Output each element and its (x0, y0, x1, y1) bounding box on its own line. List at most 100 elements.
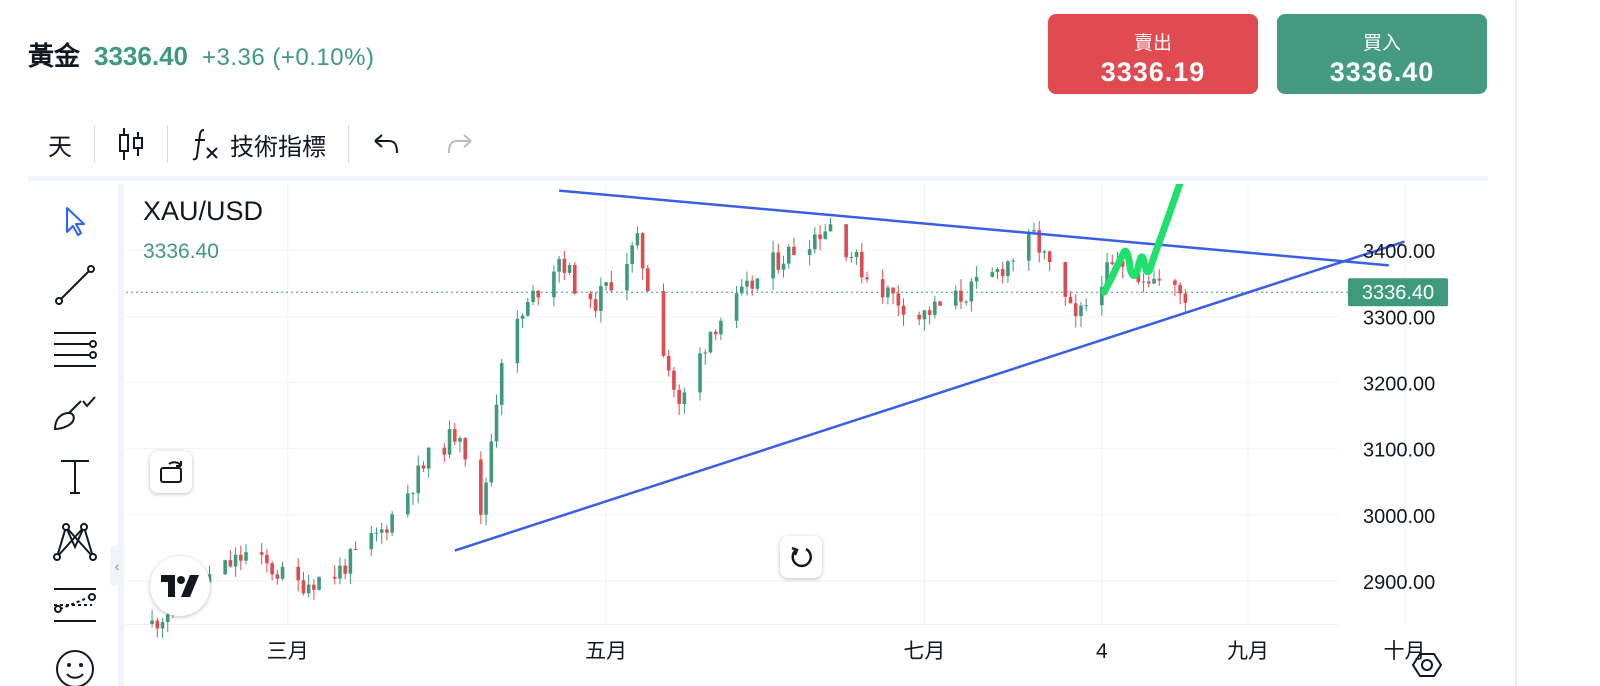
reset-chart-button[interactable] (780, 536, 822, 578)
price-chart[interactable]: 3400.00 3300.00 3200.00 3100.00 3000.00 2900.… (126, 184, 1488, 686)
brush-tool[interactable] (50, 388, 100, 438)
candle-body (755, 278, 760, 289)
cursor-tool[interactable] (50, 196, 100, 246)
price-tick-label: 3200.00 (1363, 373, 1435, 395)
chart-settings-button[interactable] (1411, 649, 1443, 681)
candle-body (1037, 230, 1042, 253)
candle-body (891, 287, 895, 294)
last-price-badge-text: 3336.40 (1362, 282, 1434, 304)
pattern-tool[interactable] (50, 516, 100, 566)
candle-body (807, 249, 812, 256)
annotation-arrow (1100, 184, 1184, 296)
candle-body (609, 282, 614, 291)
candle-body (995, 269, 1000, 272)
trendlines (454, 189, 1405, 552)
candle-body (499, 363, 504, 405)
chart-grid (126, 184, 1406, 625)
candle-body (1147, 281, 1151, 284)
redo-button[interactable] (423, 122, 497, 166)
forecast-icon (54, 588, 96, 622)
candle-body (964, 301, 968, 303)
candle-body (865, 277, 869, 280)
tradingview-logo[interactable] (150, 556, 210, 616)
candle-body (599, 285, 603, 311)
chart-type-button[interactable] (95, 122, 167, 166)
instrument-price: 3336.40 (94, 41, 188, 71)
drawing-toolbar (28, 184, 120, 686)
candle-body (223, 560, 227, 575)
candle-body (630, 245, 634, 264)
candle-body (844, 224, 848, 258)
candle-body (938, 301, 942, 306)
candle-body (280, 566, 285, 579)
time-tick-label: 4 (1096, 640, 1108, 663)
pattern-icon (53, 523, 97, 561)
candle-body (259, 552, 264, 555)
settings-icon (1411, 653, 1443, 677)
candle-body (625, 263, 629, 291)
indicators-button[interactable]: 技術指標 (168, 122, 348, 166)
candle-body (969, 281, 974, 302)
candle-body (1100, 287, 1104, 306)
candle-body (974, 276, 979, 282)
undo-button[interactable] (349, 122, 423, 166)
prediction-tool[interactable] (50, 580, 100, 630)
cursor-icon (66, 207, 85, 236)
candle-body (849, 257, 854, 259)
time-tick-label: 七月 (903, 640, 945, 663)
candle-body (442, 447, 447, 455)
tradingview-icon (161, 575, 199, 597)
emoji-tool[interactable] (50, 642, 100, 686)
last-price-badge (1348, 278, 1448, 307)
candle-body (635, 233, 640, 246)
candle-body (343, 565, 347, 574)
candle-body (296, 566, 301, 581)
trendline (454, 240, 1405, 552)
candle-body (405, 493, 410, 515)
candle-body (489, 441, 494, 483)
candle-body (369, 533, 374, 550)
candle-body (901, 305, 906, 315)
candle-body (458, 438, 462, 442)
candle-body (771, 252, 775, 279)
candle-body (823, 231, 828, 240)
candle-body (160, 622, 165, 629)
text-tool[interactable] (50, 452, 100, 502)
candlestick-series (150, 217, 1188, 639)
candle-body (379, 529, 384, 533)
candle-body (792, 246, 796, 256)
price-axis: 3400.00 3300.00 3200.00 3100.00 3000.00 2900.… (1348, 241, 1448, 594)
candle-body (165, 614, 170, 623)
candle-body (959, 290, 963, 302)
candle-body (463, 438, 467, 460)
layout-toggle-button[interactable] (150, 451, 192, 493)
candle-body (536, 290, 541, 298)
instrument-header: 黃金 3336.40 +3.36 (+0.10%) (28, 36, 374, 76)
candle-body (317, 576, 321, 590)
buy-button[interactable]: 買入 3336.40 (1277, 14, 1487, 94)
candle-body (933, 301, 937, 315)
candle-body (604, 282, 608, 286)
candle-body (1068, 296, 1073, 304)
sell-button[interactable]: 賣出 3336.19 (1048, 14, 1258, 94)
candle-body (703, 352, 708, 354)
candle-body (1073, 303, 1078, 316)
candle-body (927, 310, 932, 315)
interval-button[interactable]: 天 (48, 133, 72, 161)
candle-body (531, 290, 535, 302)
candle-body (1079, 305, 1083, 316)
candle-body (270, 563, 274, 575)
horizontal-lines-tool[interactable] (50, 324, 100, 374)
candle-body (1152, 278, 1156, 284)
candle-body (896, 293, 901, 306)
candle-body (1042, 251, 1047, 253)
trendline-tool[interactable] (50, 260, 100, 310)
collapse-toolbar-button[interactable]: ‹ (110, 546, 124, 586)
candle-body (1120, 261, 1125, 267)
smiley-icon (56, 650, 94, 686)
candle-body (1011, 260, 1015, 262)
candle-body (1006, 261, 1010, 277)
brush-icon (53, 396, 96, 431)
chart-symbol-label: XAU/USD (143, 196, 263, 226)
toolbar-bottom-rule (28, 176, 1488, 181)
